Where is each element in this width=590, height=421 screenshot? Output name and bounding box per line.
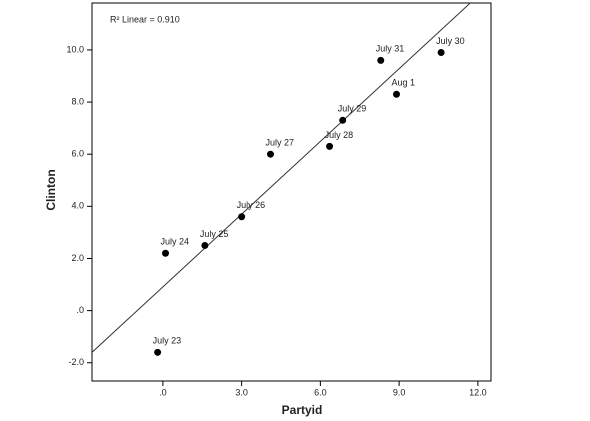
point-label: July 30	[436, 36, 465, 46]
y-axis-title: Clinton	[44, 169, 58, 210]
y-tick-label: 8.0	[71, 96, 84, 106]
plot-frame	[91, 2, 492, 382]
annotation: R² Linear = 0.910	[110, 14, 180, 24]
x-tick-label: 6.0	[314, 387, 327, 397]
point	[377, 56, 385, 64]
y-tick-label: 10.0	[66, 44, 84, 54]
point-label: July 28	[325, 130, 354, 140]
point	[154, 348, 162, 356]
point	[238, 213, 246, 221]
y-tick-label: -2.0	[68, 357, 84, 367]
y-tick-label: 2.0	[71, 253, 84, 263]
point-label: July 29	[338, 104, 367, 114]
x-tick-label: 12.0	[469, 387, 487, 397]
y-tick-label: .0	[76, 305, 84, 315]
point-label: July 25	[200, 229, 229, 239]
y-tick-label: 4.0	[71, 201, 84, 211]
point-label: Aug 1	[392, 78, 416, 88]
point-label: July 23	[153, 336, 182, 346]
point-label: July 27	[266, 138, 295, 148]
point	[267, 150, 274, 158]
point	[393, 90, 400, 98]
point	[437, 49, 445, 57]
x-axis-title: Partyid	[282, 403, 323, 417]
x-tick-label: 9.0	[393, 387, 406, 397]
x-tick-label: .0	[159, 387, 167, 397]
point-label: July 26	[237, 200, 266, 210]
point	[326, 142, 334, 150]
point	[162, 249, 169, 257]
y-tick-label: 6.0	[71, 149, 84, 159]
point-label: July 24	[161, 237, 190, 247]
x-tick-label: 3.0	[235, 387, 248, 397]
point	[201, 241, 209, 249]
fit-line	[92, 3, 471, 353]
point	[339, 116, 347, 124]
point-label: July 31	[376, 44, 405, 54]
